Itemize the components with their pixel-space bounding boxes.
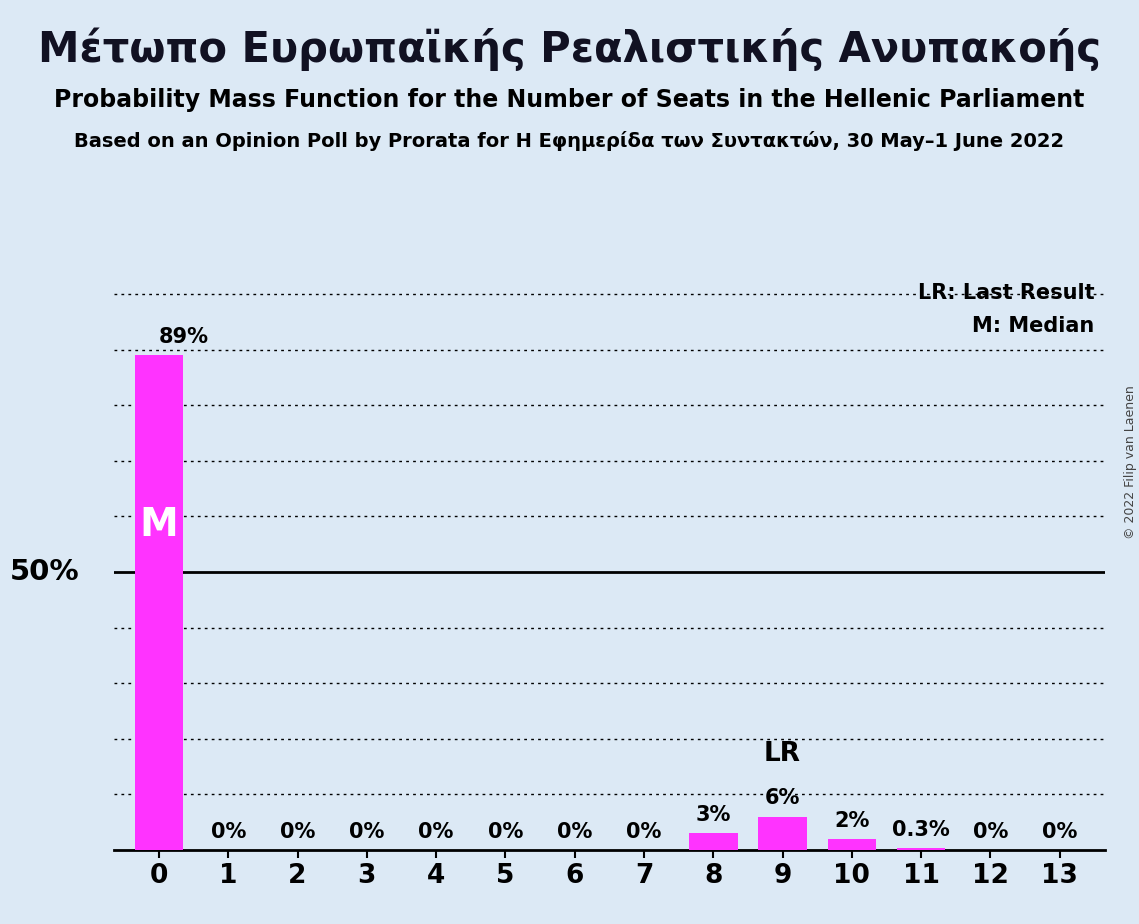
Text: 0%: 0% [973, 821, 1008, 842]
Text: 0%: 0% [280, 821, 316, 842]
Text: 0%: 0% [487, 821, 523, 842]
Text: Μέτωπο Ευρωπαϊκής Ρεαλιστικής Ανυπακοής: Μέτωπο Ευρωπαϊκής Ρεαλιστικής Ανυπακοής [38, 28, 1101, 71]
Bar [134, 355, 183, 850]
Text: M: Median: M: Median [973, 316, 1095, 336]
Text: 0%: 0% [418, 821, 453, 842]
Text: 0%: 0% [557, 821, 592, 842]
Text: 0%: 0% [350, 821, 385, 842]
Bar [828, 839, 876, 850]
Text: 3%: 3% [696, 805, 731, 825]
Text: Based on an Opinion Poll by Prorata for Η Εφημερίδα των Συντακτών, 30 May–1 June: Based on an Opinion Poll by Prorata for … [74, 131, 1065, 152]
Text: 0%: 0% [211, 821, 246, 842]
Text: Probability Mass Function for the Number of Seats in the Hellenic Parliament: Probability Mass Function for the Number… [55, 88, 1084, 112]
Text: 2%: 2% [834, 810, 869, 831]
Text: 0%: 0% [626, 821, 662, 842]
Bar [689, 833, 738, 850]
Text: 0.3%: 0.3% [892, 821, 950, 840]
Text: LR: Last Result: LR: Last Result [918, 283, 1095, 303]
Bar [896, 848, 945, 850]
Text: LR: LR [764, 741, 801, 767]
Text: 89%: 89% [159, 327, 208, 346]
Text: 0%: 0% [1042, 821, 1077, 842]
Text: M: M [140, 506, 179, 544]
Bar [759, 817, 806, 850]
Text: 50%: 50% [10, 558, 80, 586]
Text: © 2022 Filip van Laenen: © 2022 Filip van Laenen [1124, 385, 1137, 539]
Text: 6%: 6% [765, 788, 801, 808]
